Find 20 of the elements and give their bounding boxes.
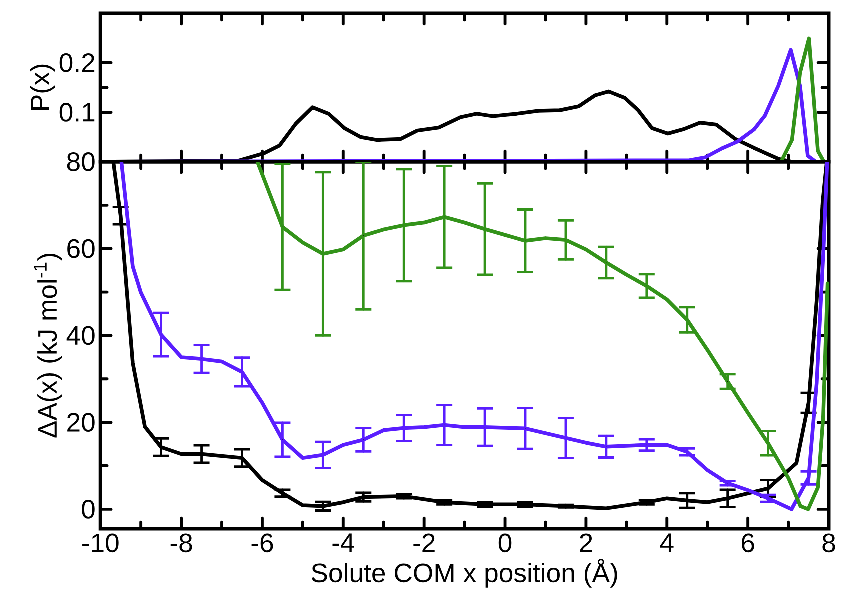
x-tick-label: 8 [822, 534, 836, 553]
x-tick-label: 0 [498, 534, 512, 553]
y-tick-label: 20 [68, 413, 95, 432]
y-tick-label: 60 [68, 239, 95, 258]
y-axis-title: P(x) [30, 64, 56, 110]
x-tick-label: -4 [332, 534, 354, 552]
y-axis-title: ΔA(x) (kJ mol$^{-1}$) [34, 254, 62, 438]
y-tick-label: 0.1 [60, 103, 95, 122]
x-tick-label: -8 [170, 534, 192, 553]
y-tick-label: 80 [67, 152, 95, 172]
x-tick-label: 6 [742, 534, 754, 553]
x-tick-label: -2 [414, 534, 435, 552]
x-tick-label: 2 [580, 534, 592, 552]
y-tick-label: 40 [66, 326, 95, 346]
x-tick-label: -10 [82, 534, 119, 553]
y-tick-label: 0 [82, 500, 95, 519]
x-axis-title: Solute COM x position (Å) [312, 559, 618, 588]
y-tick-label: 0.2 [60, 54, 95, 72]
x-tick-label: 4 [660, 534, 674, 552]
x-tick-label: -6 [252, 534, 274, 553]
